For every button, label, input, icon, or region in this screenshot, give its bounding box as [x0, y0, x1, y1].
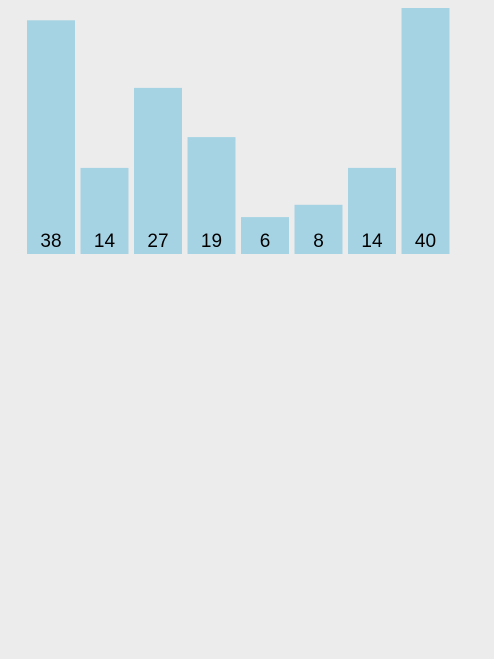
bars-group — [27, 8, 450, 254]
bar-value-label-7: 14 — [361, 231, 383, 252]
bar-value-label-3: 27 — [147, 231, 168, 252]
bar-value-label-2: 14 — [94, 231, 116, 252]
bar-value-label-5: 6 — [260, 231, 271, 252]
data-labels-group: 38 14 27 19 6 8 14 40 — [40, 231, 436, 252]
bar-value-label-8: 40 — [415, 231, 436, 252]
bar-1 — [27, 20, 75, 254]
bar-value-label-6: 8 — [313, 231, 324, 252]
bar-value-label-1: 38 — [40, 231, 61, 252]
bar-3 — [134, 88, 182, 254]
bar-8 — [402, 8, 450, 254]
bar-value-label-4: 19 — [201, 231, 222, 252]
